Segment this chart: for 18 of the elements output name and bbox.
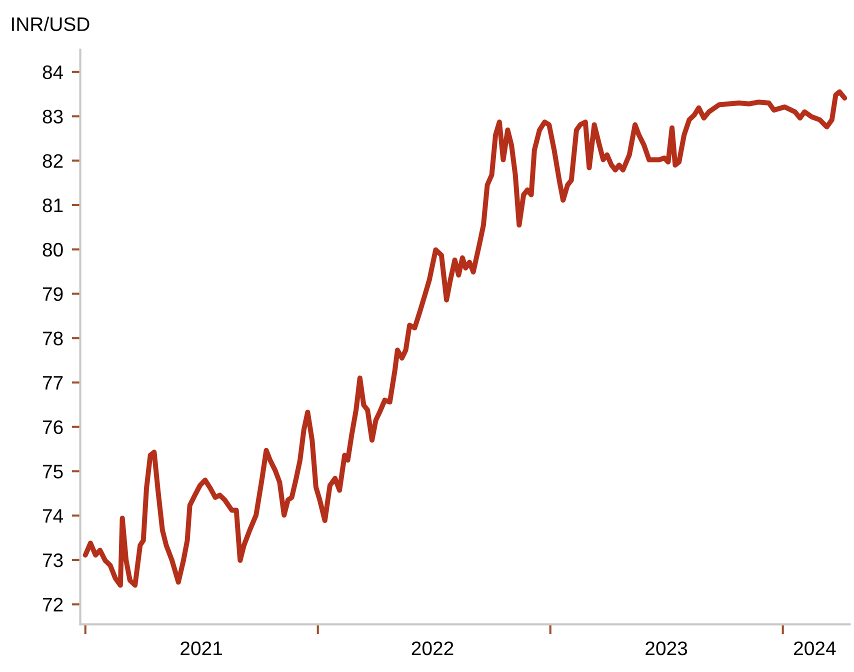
y-axis-title: INR/USD: [12, 16, 90, 32]
y-tick-label: 77: [42, 376, 63, 390]
y-tick-label: 79: [42, 287, 63, 301]
y-tick-label: 72: [42, 598, 63, 612]
y-tick-label: 82: [42, 154, 63, 168]
y-tick-label: 74: [42, 509, 64, 523]
y-tick-label: 81: [42, 198, 63, 212]
y-tick-label: 76: [42, 420, 63, 434]
y-tick-label: 78: [42, 332, 63, 346]
y-tick-label: 73: [42, 553, 63, 568]
x-tick-label: 2021: [180, 641, 222, 656]
x-tick-label: 2023: [646, 641, 688, 656]
x-tick-label: 2024: [794, 641, 836, 656]
y-tick-label: 80: [42, 242, 63, 257]
y-tick-label: 84: [42, 65, 64, 80]
x-tick-label: 2022: [412, 641, 454, 656]
y-tick-label: 83: [42, 110, 63, 124]
y-tick-label: 75: [42, 464, 63, 478]
